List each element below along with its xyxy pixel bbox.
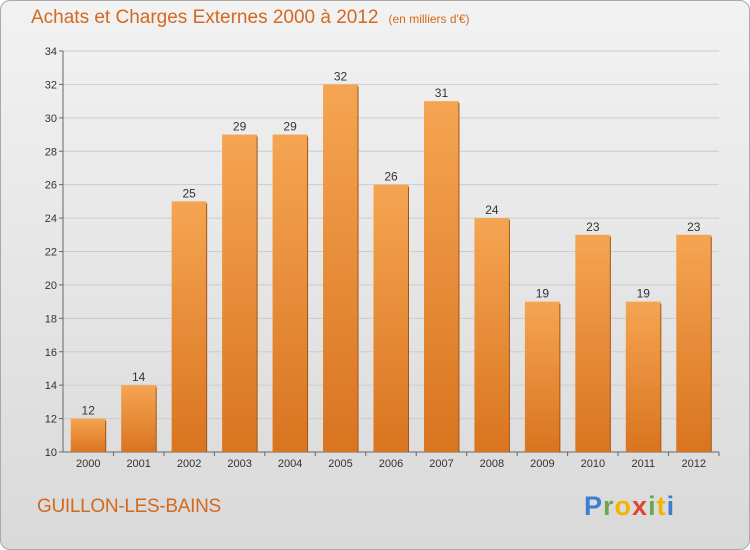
y-tick-label: 12 <box>45 414 57 426</box>
x-tick-label-2010: 2010 <box>581 458 605 470</box>
value-label-2009: 19 <box>536 287 550 301</box>
bar-2002 <box>171 201 207 452</box>
value-label-2003: 29 <box>233 120 247 134</box>
value-label-2008: 24 <box>485 203 499 217</box>
y-tick-label: 32 <box>45 79 57 91</box>
y-tick-label: 34 <box>45 46 57 58</box>
bar-2009 <box>524 301 560 452</box>
logo-letter: i <box>666 491 676 521</box>
y-tick-label: 20 <box>45 280 57 292</box>
bar-2003 <box>222 134 258 452</box>
bar-2001 <box>121 385 157 452</box>
x-tick-label-2001: 2001 <box>126 458 150 470</box>
value-label-2005: 32 <box>334 69 348 83</box>
y-tick-label: 14 <box>45 380 57 392</box>
bar-2006 <box>373 184 409 452</box>
y-tick-label: 26 <box>45 180 57 192</box>
chart-title: Achats et Charges Externes 2000 à 2012 (e… <box>31 7 470 29</box>
city-name: GUILLON-LES-BAINS <box>37 496 221 517</box>
bar-2000 <box>70 418 106 452</box>
chart-title-text: Achats et Charges Externes 2000 à 2012 <box>31 7 379 28</box>
value-label-2000: 12 <box>82 404 96 418</box>
bar-2008 <box>474 218 510 452</box>
value-label-2007: 31 <box>435 86 449 100</box>
logo-letter: x <box>632 491 649 521</box>
bar-2007 <box>423 101 459 452</box>
x-tick-label-2008: 2008 <box>480 458 504 470</box>
x-tick-labels: 2000 2001 2002 2003 2004 2005 2006 2007 2008 2009… <box>76 452 720 470</box>
x-tick-label-2004: 2004 <box>278 458 302 470</box>
y-tick-label: 30 <box>45 113 57 125</box>
logo-letter: i <box>648 491 657 521</box>
x-tick-label-2003: 2003 <box>227 458 251 470</box>
bar-2005 <box>323 84 359 453</box>
y-tick-label: 18 <box>45 313 57 325</box>
x-tick-label-2005: 2005 <box>328 458 352 470</box>
value-label-2001: 14 <box>132 370 146 384</box>
bar-2010 <box>575 234 611 452</box>
y-tick-label: 10 <box>45 447 57 459</box>
bar-2004 <box>272 134 308 452</box>
value-label-2012: 23 <box>687 220 701 234</box>
x-tick-label-2002: 2002 <box>177 458 201 470</box>
bar-2011 <box>625 301 661 452</box>
logo-letter: r <box>603 491 615 521</box>
value-label-2006: 26 <box>384 170 398 184</box>
x-tick-label-2007: 2007 <box>429 458 453 470</box>
bars <box>70 84 712 453</box>
bar-2012 <box>676 234 712 452</box>
proxiti-logo[interactable]: Proxiti <box>584 491 675 522</box>
y-tick-label: 24 <box>45 213 57 225</box>
x-tick-label-2000: 2000 <box>76 458 100 470</box>
logo-letter: t <box>656 491 667 521</box>
value-label-2004: 29 <box>283 120 297 134</box>
value-labels: 12 14 25 29 29 32 26 31 24 19 23 19 23 <box>82 69 701 417</box>
value-label-2002: 25 <box>182 186 196 200</box>
chart-unit: (en milliers d'€) <box>388 12 470 26</box>
x-tick-label-2006: 2006 <box>379 458 403 470</box>
value-label-2011: 19 <box>637 287 651 301</box>
y-tick-label: 16 <box>45 347 57 359</box>
x-tick-label-2011: 2011 <box>631 458 655 470</box>
logo-letter: o <box>614 491 633 521</box>
y-tick-labels: 10 12 14 16 18 20 22 24 26 28 30 32 34 <box>45 46 63 459</box>
value-label-2010: 23 <box>586 220 600 234</box>
logo-letter: P <box>584 491 604 521</box>
x-tick-label-2012: 2012 <box>682 458 706 470</box>
y-tick-label: 22 <box>45 247 57 259</box>
x-tick-label-2009: 2009 <box>530 458 554 470</box>
y-tick-label: 28 <box>45 146 57 158</box>
